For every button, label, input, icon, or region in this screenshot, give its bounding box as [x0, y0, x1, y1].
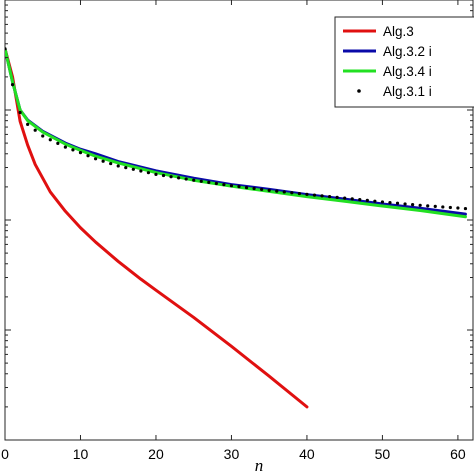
data-point [441, 205, 445, 209]
data-point [365, 198, 369, 203]
data-point [343, 196, 347, 200]
data-point [109, 161, 113, 166]
series-line [5, 47, 467, 219]
data-point [116, 164, 120, 168]
data-point [146, 171, 151, 175]
data-point [18, 110, 22, 115]
series-layer [5, 47, 468, 409]
x-tick-label: 20 [148, 446, 164, 462]
data-point [320, 194, 324, 198]
series-alg-3-4-i [5, 47, 467, 219]
data-point [282, 190, 286, 194]
data-point [456, 206, 460, 210]
data-point [267, 188, 271, 192]
data-point [10, 83, 15, 87]
data-point [403, 202, 407, 206]
data-point [260, 187, 264, 192]
series-alg-3 [5, 47, 309, 409]
legend-swatch [357, 89, 361, 93]
data-point [463, 206, 468, 211]
data-point [78, 150, 83, 155]
legend-entry-label: Alg.3 [383, 24, 414, 39]
data-point [86, 154, 90, 158]
data-point [93, 157, 98, 161]
data-point [214, 181, 218, 186]
data-point [418, 203, 422, 207]
data-point [192, 178, 196, 182]
data-point [71, 148, 75, 152]
data-point [207, 180, 211, 185]
data-point [290, 191, 294, 195]
data-point [237, 185, 241, 189]
data-point [335, 195, 339, 199]
data-point [56, 141, 60, 146]
series-alg-3-1-i [5, 47, 468, 211]
data-point [229, 184, 234, 188]
x-tick-label: 30 [224, 446, 240, 462]
data-point [305, 192, 309, 196]
data-point [33, 128, 37, 132]
data-point [131, 167, 135, 171]
data-point [448, 205, 452, 210]
data-point [426, 204, 430, 208]
x-tick-label: 0 [1, 446, 9, 462]
data-point [26, 122, 30, 126]
legend-entry-label: Alg.3.2 i [383, 44, 432, 59]
data-point [411, 203, 415, 207]
series-line [5, 47, 309, 409]
data-point [297, 191, 301, 196]
data-point [139, 169, 143, 173]
x-tick-label: 40 [299, 446, 315, 462]
data-point [433, 204, 437, 209]
x-tick-label: 10 [73, 446, 89, 462]
tick-layer: 0 10 20 30 40 50 60 [1, 0, 473, 462]
data-point [48, 138, 52, 142]
data-point [358, 198, 362, 202]
data-point [275, 189, 279, 193]
x-axis-label: n [255, 456, 264, 474]
data-point [169, 175, 173, 179]
data-point [395, 201, 400, 205]
data-point [312, 193, 317, 197]
data-point [63, 145, 67, 149]
data-point [222, 183, 226, 187]
data-point [373, 199, 377, 203]
data-point [380, 200, 385, 204]
x-tick-label: 60 [450, 446, 466, 462]
data-point [41, 134, 45, 138]
data-point [177, 176, 181, 180]
data-point [252, 186, 256, 191]
data-point [5, 47, 7, 51]
legend-entry-label: Alg.3.1 i [383, 84, 432, 99]
data-point [161, 173, 166, 178]
data-point [327, 195, 332, 199]
x-tick-label: 50 [375, 446, 391, 462]
data-point [184, 177, 188, 181]
data-point [199, 179, 203, 183]
data-point [154, 172, 158, 176]
data-point [350, 197, 354, 201]
legend-entry-label: Alg.3.4 i [383, 64, 432, 79]
data-point [101, 159, 105, 163]
data-point [244, 185, 249, 190]
data-point [388, 200, 392, 205]
data-point [124, 166, 128, 170]
legend: Alg.3 Alg.3.2 i Alg.3.4 i Alg.3.1 i [334, 16, 474, 108]
